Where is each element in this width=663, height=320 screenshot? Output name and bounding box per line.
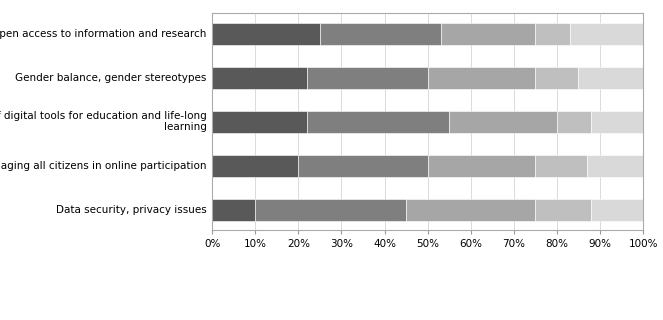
Bar (536, 198, 591, 220)
Bar (536, 155, 587, 177)
Bar (212, 67, 307, 89)
Bar (536, 67, 579, 89)
Bar (307, 67, 428, 89)
Bar (307, 111, 450, 132)
Bar (536, 23, 570, 45)
Bar (441, 23, 536, 45)
Bar (587, 155, 643, 177)
Bar (212, 198, 255, 220)
Bar (212, 23, 320, 45)
Bar (579, 67, 643, 89)
Bar (591, 111, 643, 132)
Bar (255, 198, 406, 220)
Bar (591, 198, 643, 220)
Bar (570, 23, 643, 45)
Bar (428, 155, 536, 177)
Bar (320, 23, 441, 45)
Bar (298, 155, 428, 177)
Bar (557, 111, 591, 132)
Bar (406, 198, 536, 220)
Bar (212, 155, 298, 177)
Bar (212, 111, 307, 132)
Bar (450, 111, 557, 132)
Bar (428, 67, 536, 89)
